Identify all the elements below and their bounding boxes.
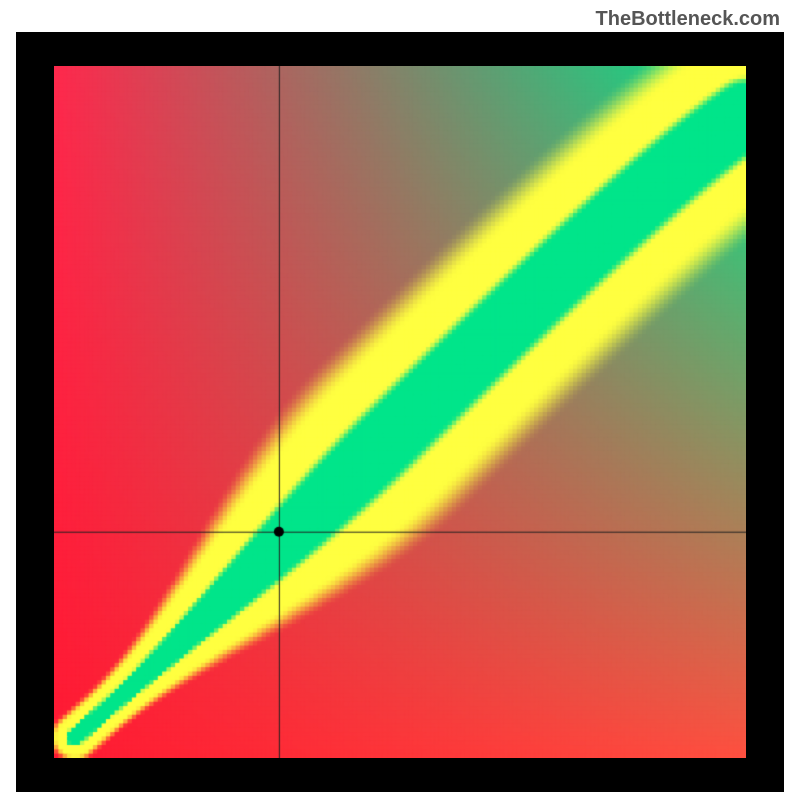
watermark-text: TheBottleneck.com: [596, 8, 780, 31]
heatmap-canvas: [54, 66, 746, 758]
heatmap-canvas-wrapper: [54, 66, 746, 758]
chart-container: TheBottleneck.com: [0, 0, 800, 800]
